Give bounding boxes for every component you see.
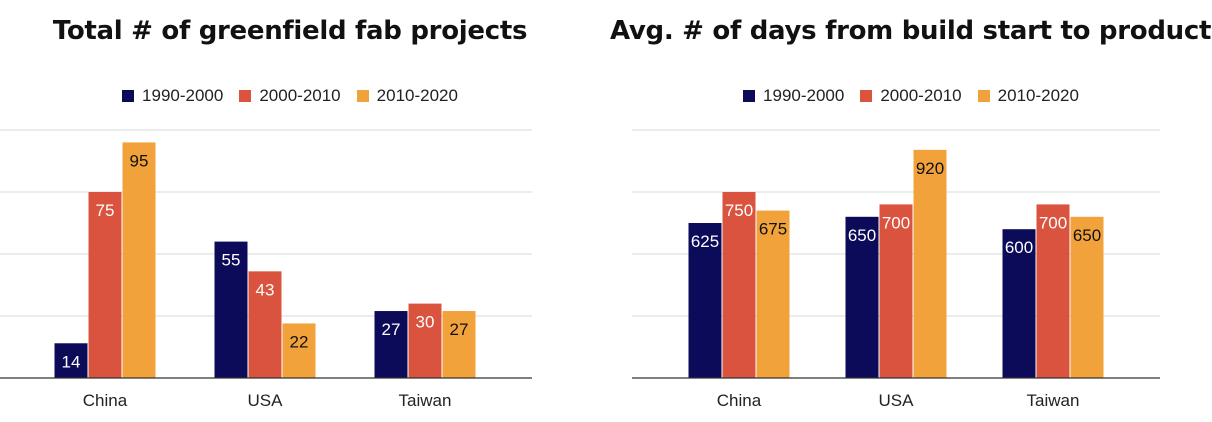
bar <box>442 311 476 378</box>
x-tick-label: Taiwan <box>1027 391 1080 410</box>
bar <box>374 311 408 378</box>
data-label: 650 <box>848 226 876 245</box>
data-label: 22 <box>290 332 309 351</box>
bar <box>722 192 756 378</box>
data-label: 700 <box>1039 213 1067 232</box>
legend-swatch-icon <box>122 90 135 102</box>
bar <box>1002 229 1036 378</box>
data-label: 43 <box>256 280 275 299</box>
x-tick-label: Taiwan <box>399 391 452 410</box>
legend-swatch-icon <box>860 90 873 102</box>
data-label: 625 <box>691 232 719 251</box>
legend-label: 2000-2010 <box>259 86 341 105</box>
legend-item: 2010-2020 <box>977 86 1079 106</box>
bar <box>122 142 156 378</box>
data-label: 675 <box>759 220 787 239</box>
legend-item: 2010-2020 <box>356 86 458 106</box>
legend-item: 2000-2010 <box>860 86 962 106</box>
chart-panel-fab-projects: Total # of greenfield fab projects 1990-… <box>0 0 580 422</box>
x-tick-label: China <box>717 391 762 410</box>
data-label: 27 <box>450 320 469 339</box>
data-label: 14 <box>62 352 81 371</box>
bar <box>845 216 879 378</box>
bar <box>913 149 947 378</box>
chart-title: Total # of greenfield fab projects <box>52 16 528 46</box>
data-label: 600 <box>1005 238 1033 257</box>
chart-plot: 14 75 95 China 55 43 22 USA 27 30 27 Taiwan <box>0 129 532 410</box>
bar <box>879 204 913 378</box>
x-tick-label: USA <box>879 391 915 410</box>
chart-panel-build-days: Avg. # of days from build start to produ… <box>610 0 1212 422</box>
data-label: 75 <box>96 201 115 220</box>
chart-plot: 625 750 675 China 650 700 920 USA 600 700 650 Taiwa… <box>632 129 1160 410</box>
bar <box>54 343 88 378</box>
legend-label: 1990-2000 <box>763 86 845 105</box>
legend-item: 2000-2010 <box>239 86 341 106</box>
data-label: 700 <box>882 213 910 232</box>
chart-title: Avg. # of days from build start to produ… <box>610 16 1212 46</box>
bar <box>688 223 722 378</box>
legend-label: 2010-2020 <box>376 86 458 105</box>
bar <box>282 323 316 378</box>
bar <box>756 210 790 378</box>
bar <box>214 241 248 378</box>
data-label: 920 <box>916 159 944 178</box>
bar <box>1070 216 1104 378</box>
data-label: 750 <box>725 201 753 220</box>
data-label: 55 <box>222 251 241 270</box>
legend-swatch-icon <box>239 90 252 102</box>
data-label: 650 <box>1073 226 1101 245</box>
legend-label: 2010-2020 <box>997 86 1079 105</box>
chart-legend: 1990-2000 2000-2010 2010-2020 <box>0 86 580 106</box>
legend-swatch-icon <box>743 90 756 102</box>
bar <box>408 303 442 378</box>
data-label: 30 <box>416 313 435 332</box>
legend-item: 1990-2000 <box>743 86 844 106</box>
legend-swatch-icon <box>356 90 369 102</box>
data-label: 95 <box>130 151 149 170</box>
legend-item: 1990-2000 <box>122 86 223 106</box>
data-label: 27 <box>382 320 401 339</box>
legend-label: 1990-2000 <box>142 86 224 105</box>
bar <box>88 192 122 378</box>
x-tick-label: USA <box>248 391 284 410</box>
chart-legend: 1990-2000 2000-2010 2010-2020 <box>610 86 1212 106</box>
bar <box>248 271 282 378</box>
x-tick-label: China <box>83 391 128 410</box>
legend-label: 2000-2010 <box>880 86 962 105</box>
bar <box>1036 204 1070 378</box>
legend-swatch-icon <box>977 90 990 102</box>
